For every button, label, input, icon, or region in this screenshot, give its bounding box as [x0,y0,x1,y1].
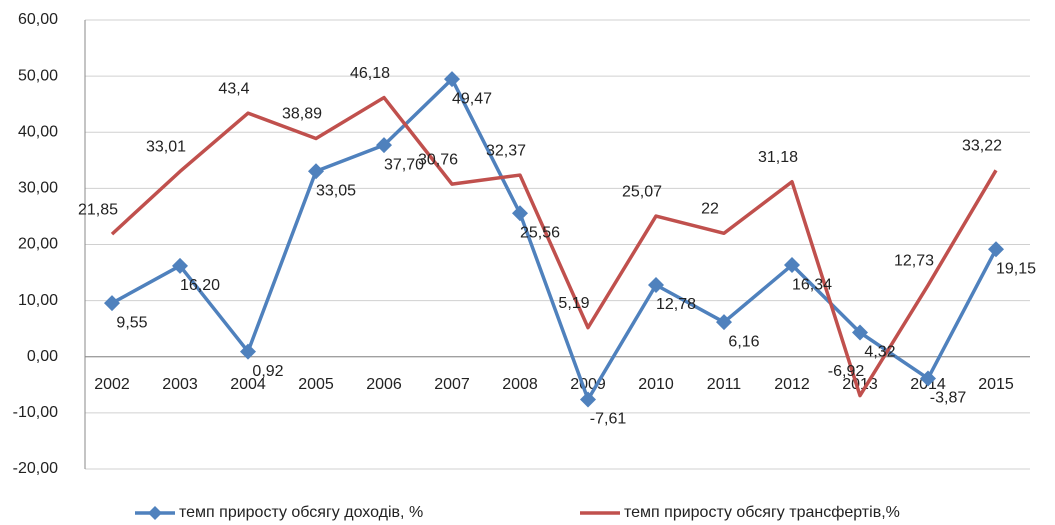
point-marker [512,205,528,222]
y-tick-label: 30,00 [18,180,58,197]
y-tick-label: 10,00 [18,292,58,309]
y-tick-label: 60,00 [18,11,58,28]
point-marker [920,370,936,387]
series-line [111,77,998,402]
point-marker [988,241,1004,258]
x-tick-label: 2004 [230,376,266,393]
data-label: 19,15 [996,260,1036,277]
data-label: 4,32 [864,344,895,361]
point-marker [852,324,868,341]
data-label: 25,56 [520,225,560,242]
y-tick-label: 20,00 [18,236,58,253]
data-label: 43,4 [218,80,249,97]
data-label: 33,01 [146,139,186,156]
x-tick-label: 2015 [978,376,1014,393]
data-label: -7,61 [590,411,627,428]
point-marker [648,277,664,294]
data-label: -6,92 [828,363,865,380]
data-label: 38,89 [282,106,322,123]
legend-marker [148,506,162,520]
data-label: 22 [701,200,719,217]
point-marker [376,137,392,154]
data-label: 0,92 [252,363,283,380]
data-label: 16,20 [180,277,220,294]
data-label: 12,73 [894,253,934,270]
x-tick-label: 2002 [94,376,130,393]
data-label: 33,22 [962,138,1002,155]
data-label: 32,37 [486,142,526,159]
x-tick-label: 2012 [774,376,810,393]
point-marker [784,257,800,274]
legend-label: темп приросту обсягу трансфертів,% [624,504,900,521]
data-label: 49,47 [452,90,492,107]
data-label: 16,34 [792,276,832,293]
x-tick-label: 2011 [707,376,742,393]
data-label: 30,76 [418,151,458,168]
y-tick-label: 50,00 [18,67,58,84]
point-marker [172,257,188,274]
data-label: 46,18 [350,65,390,82]
data-label: 9,55 [116,314,147,331]
point-marker [240,343,256,360]
data-label: 33,05 [316,182,356,199]
point-marker [716,314,732,331]
data-label: 21,85 [78,201,118,218]
data-label: 37,70 [384,156,424,173]
x-tick-label: 2007 [434,376,470,393]
data-label: 6,16 [728,333,759,350]
point-marker [580,391,596,408]
y-tick-label: 40,00 [18,123,58,140]
point-marker [444,71,460,88]
data-label: 12,78 [656,296,696,313]
y-tick-label: 0,00 [27,348,58,365]
point-marker [104,295,120,312]
y-tick-label: -20,00 [13,460,58,477]
x-tick-label: 2010 [638,376,674,393]
point-marker [308,163,324,180]
legend-label: темп приросту обсягу доходів, % [179,504,423,521]
data-label: -3,87 [930,390,967,407]
series-line [110,95,998,398]
x-tick-label: 2003 [162,376,198,393]
data-label: 25,07 [622,183,662,200]
x-tick-label: 2005 [298,376,334,393]
data-label: 5,19 [558,295,589,312]
y-tick-label: -10,00 [13,404,58,421]
x-tick-label: 2008 [502,376,538,393]
x-tick-label: 2006 [366,376,402,393]
data-label: 31,18 [758,149,798,166]
